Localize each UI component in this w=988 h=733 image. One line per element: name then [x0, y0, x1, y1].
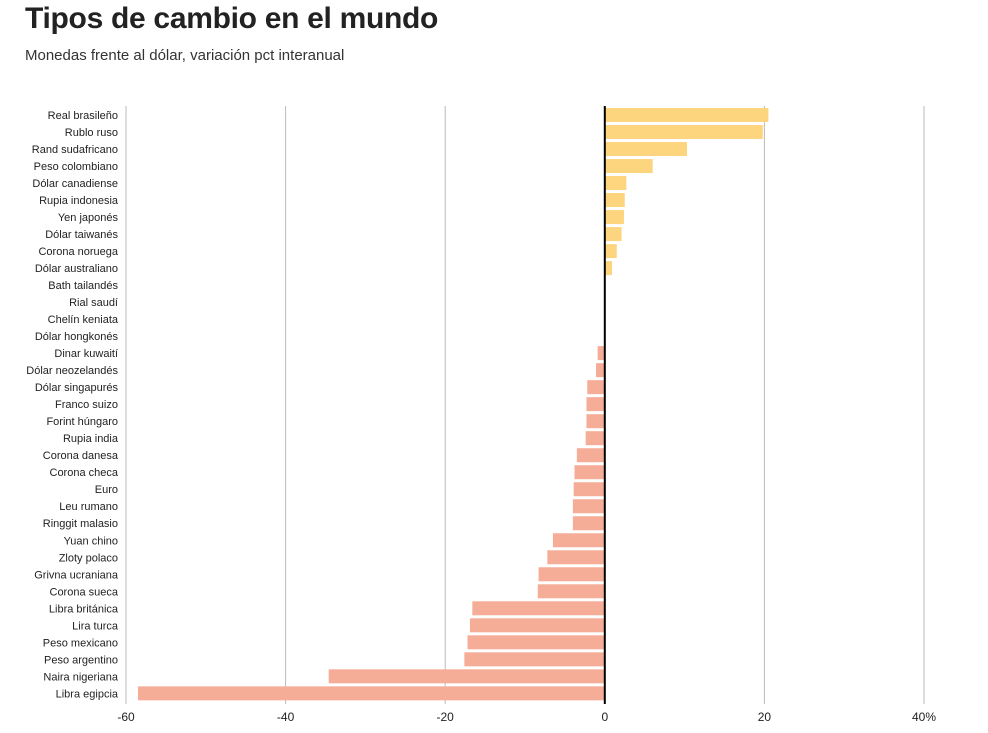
category-label: Ringgit malasio: [43, 518, 118, 530]
category-label: Forint húngaro: [46, 416, 118, 428]
category-label: Dólar australiano: [35, 263, 118, 275]
category-label: Dólar taiwanés: [45, 229, 118, 241]
category-label: Dólar hongkonés: [35, 331, 119, 343]
bar: [576, 448, 605, 463]
bar: [467, 635, 605, 650]
bar: [586, 414, 605, 429]
category-label: Dólar singapurés: [35, 382, 119, 394]
bar: [604, 227, 622, 242]
bar: [328, 669, 605, 684]
bar: [137, 686, 605, 701]
category-label: Corona sueca: [50, 586, 119, 598]
category-label: Corona checa: [50, 467, 119, 479]
category-label: Chelín keniata: [48, 314, 119, 326]
category-label: Zloty polaco: [59, 552, 118, 564]
category-label: Leu rumano: [59, 501, 118, 513]
x-tick-label: 20: [758, 710, 772, 724]
bar: [604, 125, 763, 140]
category-labels: Real brasileño Rublo ruso Rand sudafricano…: [26, 110, 119, 700]
bar: [538, 567, 605, 582]
bars: [137, 108, 769, 701]
gridlines: [125, 106, 925, 704]
category-label: Bath tailandés: [48, 280, 118, 292]
category-label: Peso colombiano: [34, 161, 118, 173]
bar: [572, 516, 605, 531]
category-label: Rand sudafricano: [32, 144, 118, 156]
x-tick-label: -40: [277, 710, 295, 724]
category-label: Franco suizo: [55, 399, 118, 411]
bar: [604, 261, 612, 276]
category-label: Grivna ucraniana: [34, 569, 119, 581]
x-tick-label: -20: [437, 710, 455, 724]
category-label: Rial saudí: [69, 297, 118, 309]
category-label: Rupia indonesia: [39, 195, 119, 207]
bar: [537, 584, 605, 599]
bar: [604, 244, 617, 259]
bar: [597, 346, 605, 361]
x-tick-labels: -60 -40 -20 0 20 40%: [117, 710, 936, 724]
category-label: Dólar canadiense: [32, 178, 118, 190]
category-label: Naira nigeriana: [43, 671, 118, 683]
bar: [572, 499, 605, 514]
x-tick-label: -60: [117, 710, 135, 724]
category-label: Lira turca: [72, 620, 119, 632]
chart-title: Tipos de cambio en el mundo: [25, 2, 439, 35]
bar: [573, 482, 605, 497]
bar: [604, 193, 625, 208]
x-tick-label: 0: [601, 710, 608, 724]
bar: [574, 465, 605, 480]
category-label: Real brasileño: [48, 110, 118, 122]
bar: [552, 533, 605, 548]
bar: [604, 159, 653, 174]
bar: [604, 142, 687, 157]
category-label: Euro: [95, 484, 118, 496]
bar: [472, 601, 605, 616]
category-label: Dinar kuwaití: [54, 348, 118, 360]
bar: [585, 431, 605, 446]
category-label: Yen japonés: [58, 212, 119, 224]
x-tick-label: 40%: [912, 710, 936, 724]
bar: [596, 363, 605, 378]
bar: [586, 397, 605, 412]
category-label: Libra británica: [49, 603, 119, 615]
category-label: Corona noruega: [38, 246, 118, 258]
bar: [604, 108, 769, 122]
bar: [587, 380, 605, 395]
category-label: Rublo ruso: [65, 127, 118, 139]
category-label: Dólar neozelandés: [26, 365, 118, 377]
category-label: Libra egipcia: [56, 688, 119, 700]
bar: [464, 652, 605, 667]
bar: [604, 210, 624, 225]
category-label: Corona danesa: [43, 450, 119, 462]
category-label: Yuan chino: [64, 535, 118, 547]
bar: [604, 176, 627, 191]
category-label: Peso argentino: [44, 654, 118, 666]
bar: [469, 618, 605, 633]
category-label: Rupia india: [63, 433, 119, 445]
category-label: Peso mexicano: [43, 637, 118, 649]
bar: [547, 550, 605, 565]
chart-subtitle: Monedas frente al dólar, variación pct i…: [25, 47, 345, 64]
